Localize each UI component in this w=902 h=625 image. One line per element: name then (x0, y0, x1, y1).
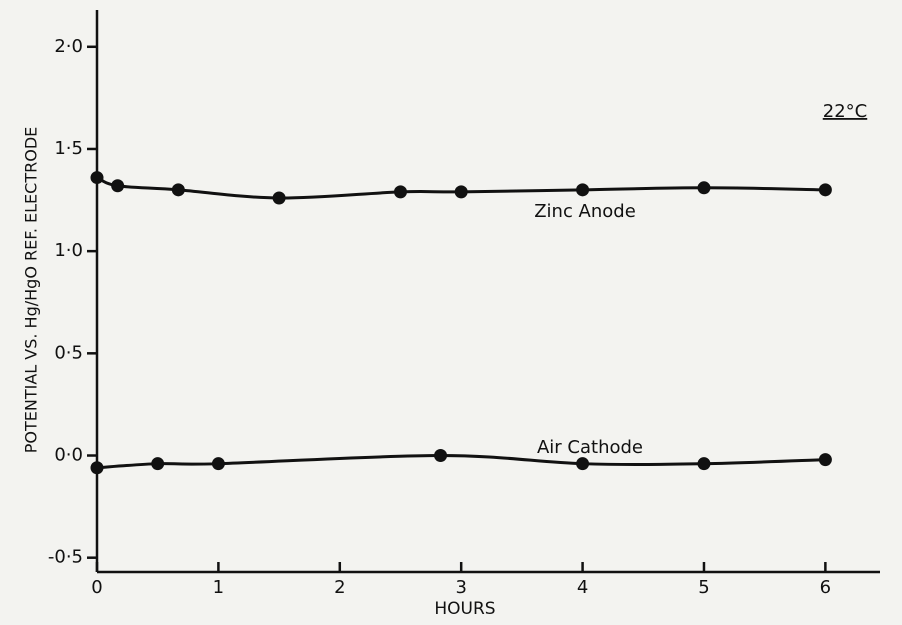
y-tick-label: 1·0 (54, 240, 83, 261)
y-tick-label: 2·0 (54, 36, 83, 57)
data-point (90, 171, 104, 185)
x-tick-label: 3 (455, 577, 466, 598)
x-tick-label: 1 (213, 577, 224, 598)
data-point (111, 179, 125, 193)
series-line (96, 176, 826, 200)
annotation: 22°C (823, 101, 867, 122)
data-point (272, 191, 286, 205)
data-point (434, 449, 448, 463)
x-tick-label: 0 (91, 577, 102, 598)
x-tick-label: 6 (820, 577, 831, 598)
data-point (697, 457, 711, 471)
y-tick-label: 0·0 (54, 445, 83, 466)
y-tick-label: 1·5 (54, 138, 83, 159)
x-tick-label: 4 (577, 577, 588, 598)
y-axis-label: POTENTIAL VS. Hg/HgO REF. ELECTRODE (22, 127, 41, 454)
annotation: Air Cathode (537, 437, 643, 458)
data-point (454, 185, 468, 199)
data-point (818, 183, 832, 197)
data-point (211, 457, 225, 471)
data-point (818, 453, 832, 467)
y-tick-label: 0·5 (54, 342, 83, 363)
annotation: Zinc Anode (534, 201, 636, 222)
y-tick-label: -0·5 (48, 547, 83, 568)
x-tick-label: 5 (698, 577, 709, 598)
data-point (151, 457, 165, 471)
data-point (90, 461, 104, 475)
data-point (393, 185, 407, 199)
x-tick-label: 2 (334, 577, 345, 598)
x-axis-label: HOURS (434, 599, 495, 619)
data-point (576, 183, 590, 197)
data-point (576, 457, 590, 471)
data-point (171, 183, 185, 197)
data-point (697, 181, 711, 195)
